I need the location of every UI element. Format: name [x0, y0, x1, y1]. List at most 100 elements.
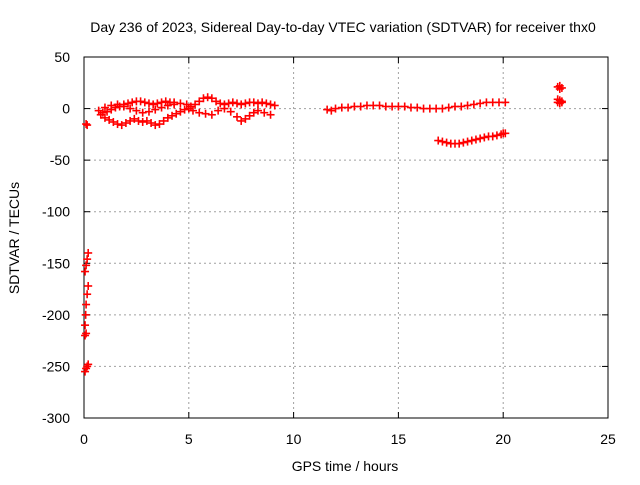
data-point: [138, 108, 147, 117]
data-point: [142, 116, 151, 125]
data-point: [212, 97, 221, 106]
data-point: [153, 99, 162, 108]
data-point: [463, 137, 472, 146]
data-point: [94, 106, 103, 115]
data-point: [237, 100, 246, 109]
data-point: [84, 281, 93, 290]
data-point: [168, 111, 177, 120]
data-point: [128, 98, 137, 107]
data-point: [105, 115, 114, 124]
data-point: [155, 120, 164, 129]
data-point: [180, 105, 189, 114]
data-point: [144, 107, 153, 116]
data-point: [557, 97, 566, 106]
data-point: [182, 100, 191, 109]
data-point: [199, 94, 208, 103]
data-point: [214, 106, 223, 115]
y-tick-label: -100: [42, 204, 70, 220]
data-point: [188, 106, 197, 115]
x-tick-labels: 0 5 10 15 20 25: [80, 431, 616, 447]
data-point: [228, 98, 237, 107]
data-point: [136, 97, 145, 106]
data-point: [501, 98, 510, 107]
data-point: [113, 120, 122, 129]
data-point: [82, 329, 91, 338]
data-point: [138, 117, 147, 126]
data-point: [82, 300, 91, 309]
data-point: [344, 103, 353, 112]
data-point: [195, 97, 204, 106]
x-tick-label: 25: [600, 431, 616, 447]
data-point: [84, 248, 93, 257]
data-point: [83, 255, 92, 264]
data-point: [81, 310, 90, 319]
y-tick-label: -150: [42, 255, 70, 271]
y-tick-label: 50: [54, 49, 70, 65]
data-point: [163, 101, 172, 110]
data-point: [249, 98, 258, 107]
data-point: [266, 100, 275, 109]
data-point: [130, 114, 139, 123]
data-point: [375, 101, 384, 110]
chart-title: Day 236 of 2023, Sidereal Day-to-day VTE…: [90, 19, 596, 35]
data-point: [438, 104, 447, 113]
data-point: [216, 99, 225, 108]
data-point: [233, 99, 242, 108]
y-tick-label: -200: [42, 307, 70, 323]
data-point: [245, 111, 254, 120]
data-point: [121, 119, 130, 128]
data-point: [413, 103, 422, 112]
data-point: [176, 99, 185, 108]
plot-frame: [83, 56, 609, 419]
data-point: [270, 101, 279, 110]
y-axis-label: SDTVAR / TECUs: [6, 182, 22, 294]
data-point: [480, 133, 489, 142]
data-point: [455, 139, 464, 148]
data-point: [109, 117, 118, 126]
y-tick-label: 0: [62, 101, 70, 117]
data-point: [113, 100, 122, 109]
data-points: [81, 81, 566, 376]
data-point: [81, 321, 90, 330]
data-point: [207, 110, 216, 119]
x-tick-label: 5: [185, 431, 193, 447]
data-point: [253, 106, 262, 115]
x-axis-label: GPS time / hours: [292, 458, 399, 474]
data-point: [459, 138, 468, 147]
data-point: [476, 99, 485, 108]
y-tick-label: -300: [42, 410, 70, 426]
data-point: [457, 102, 466, 111]
data-point: [170, 100, 179, 109]
data-point: [356, 102, 365, 111]
data-point: [492, 131, 501, 140]
data-point: [124, 99, 133, 108]
data-point: [151, 121, 160, 130]
tick-marks: [83, 56, 609, 419]
data-point: [103, 107, 112, 116]
data-point: [149, 100, 158, 109]
data-point: [331, 104, 340, 113]
data-point: [117, 121, 126, 130]
data-point: [134, 116, 143, 125]
data-point: [444, 103, 453, 112]
data-point: [191, 100, 200, 109]
data-point: [151, 105, 160, 114]
data-point: [438, 137, 447, 146]
data-point: [82, 261, 91, 270]
data-point: [323, 105, 332, 114]
data-point: [471, 135, 480, 144]
data-point: [144, 99, 153, 108]
grid-lines: [84, 57, 608, 418]
data-point: [207, 94, 216, 103]
data-point: [258, 98, 267, 107]
data-point: [327, 106, 336, 115]
data-point: [140, 98, 149, 107]
data-point: [488, 132, 497, 141]
data-point: [157, 103, 166, 112]
data-point: [469, 100, 478, 109]
data-point: [226, 107, 235, 116]
data-point: [81, 267, 90, 276]
data-point: [262, 99, 271, 108]
data-point: [241, 99, 250, 108]
